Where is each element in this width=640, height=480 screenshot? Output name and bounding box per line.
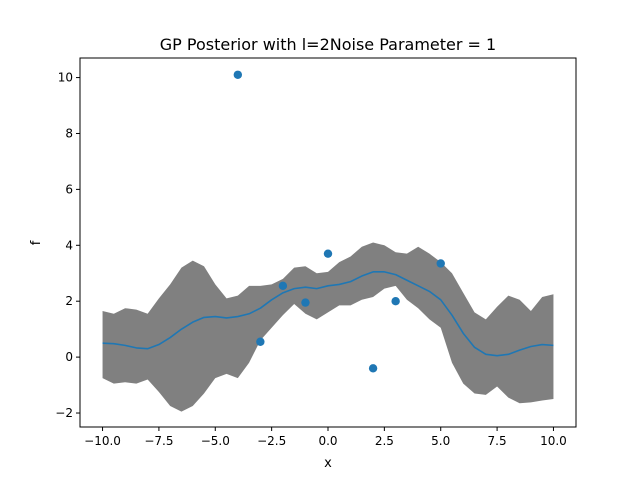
observation-point: [279, 282, 287, 290]
y-tick-label: 10: [58, 71, 73, 85]
y-tick-label: 6: [65, 182, 73, 196]
y-tick-label: −2: [55, 406, 73, 420]
observation-point: [256, 338, 264, 346]
x-tick-label: −7.5: [144, 434, 173, 448]
x-tick-label: 2.5: [375, 434, 394, 448]
chart-title: GP Posterior with l=2Noise Parameter = 1: [160, 35, 496, 54]
confidence-band: [103, 243, 554, 412]
y-axis: −2 0 2 4 6 8 10: [55, 71, 80, 420]
y-tick-label: 0: [65, 350, 73, 364]
x-axis-label: x: [324, 456, 332, 471]
y-tick-label: 2: [65, 294, 73, 308]
x-tick-label: 7.5: [488, 434, 507, 448]
y-tick-label: 8: [65, 126, 73, 140]
observation-point: [234, 71, 242, 79]
x-tick-label: −5.0: [201, 434, 230, 448]
observation-point: [391, 297, 399, 305]
x-tick-label: 5.0: [431, 434, 450, 448]
x-tick-label: 10.0: [540, 434, 567, 448]
x-tick-label: −10.0: [84, 434, 121, 448]
observation-point: [324, 249, 332, 257]
observation-point: [301, 298, 309, 306]
x-tick-label: 0.0: [318, 434, 337, 448]
x-axis: −10.0 −7.5 −5.0 −2.5 0.0 2.5 5.0 7.5 10.0: [84, 427, 567, 448]
observation-point: [437, 259, 445, 267]
observation-point: [369, 364, 377, 372]
x-tick-label: −2.5: [257, 434, 286, 448]
y-tick-label: 4: [65, 238, 73, 252]
plot-area: [103, 71, 554, 412]
y-axis-label: f: [29, 240, 44, 245]
